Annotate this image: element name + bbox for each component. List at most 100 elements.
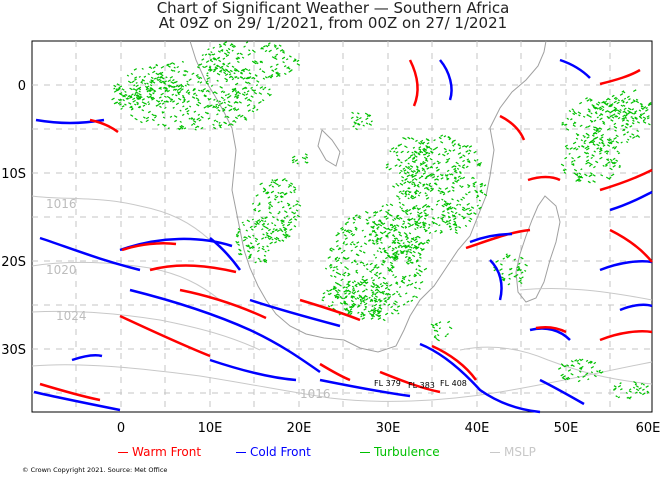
turbulence-mark (407, 197, 410, 200)
turbulence-mark (443, 203, 446, 206)
turbulence-mark (275, 182, 279, 186)
turbulence-mark (368, 216, 372, 219)
turbulence-mark (262, 245, 265, 248)
turbulence-mark (587, 378, 590, 381)
turbulence-mark (420, 175, 423, 178)
turbulence-mark (411, 175, 416, 179)
turbulence-mark (370, 313, 375, 317)
turbulence-mark (337, 232, 340, 235)
turbulence-mark (635, 385, 639, 388)
turbulence-mark (170, 69, 174, 72)
turbulence-mark (262, 77, 266, 80)
turbulence-mark (384, 286, 389, 290)
turbulence-mark (393, 308, 397, 312)
turbulence-mark (243, 86, 247, 90)
turbulence-mark (220, 90, 224, 93)
turbulence-mark (226, 64, 230, 68)
turbulence-mark (417, 264, 421, 268)
turbulence-mark (390, 270, 394, 273)
turbulence-mark (270, 73, 274, 77)
turbulence-mark (234, 92, 238, 96)
turbulence-mark (448, 219, 452, 222)
turbulence-mark (248, 254, 252, 258)
turbulence-mark (399, 244, 403, 247)
turbulence-mark (241, 69, 245, 73)
turbulence-mark (466, 158, 470, 161)
turbulence-mark (208, 66, 211, 69)
turbulence-mark (622, 100, 625, 103)
turbulence-mark (409, 154, 414, 157)
turbulence-mark (343, 300, 347, 303)
turbulence-mark (425, 241, 429, 244)
turbulence-mark (427, 239, 431, 242)
turbulence-mark (335, 233, 339, 237)
turbulence-mark (186, 109, 190, 113)
turbulence-mark (359, 249, 363, 253)
turbulence-mark (634, 391, 638, 394)
turbulence-mark (407, 162, 410, 165)
turbulence-mark (444, 335, 447, 338)
turbulence-mark (617, 112, 621, 115)
turbulence-mark (225, 69, 229, 72)
turbulence-mark (521, 276, 524, 279)
turbulence-mark (214, 91, 218, 95)
turbulence-mark (618, 164, 622, 167)
turbulence-mark (597, 127, 601, 130)
turbulence-mark (562, 375, 566, 378)
turbulence-mark (613, 136, 617, 140)
turbulence-mark (351, 233, 356, 237)
turbulence-mark (207, 90, 210, 93)
turbulence-mark (330, 274, 333, 278)
turbulence-mark (113, 87, 116, 90)
turbulence-mark (231, 49, 234, 52)
turbulence-mark (373, 266, 376, 269)
turbulence-mark (416, 226, 419, 229)
turbulence-mark (424, 222, 427, 225)
turbulence-mark (267, 75, 271, 78)
turbulence-mark (561, 121, 564, 124)
turbulence-mark (391, 225, 395, 229)
turbulence-mark (216, 99, 219, 103)
turbulence-mark (453, 170, 458, 174)
turbulence-mark (219, 126, 222, 129)
turbulence-mark (374, 263, 378, 267)
turbulence-mark (450, 173, 454, 176)
turbulence-mark (138, 75, 141, 78)
turbulence-mark (379, 223, 383, 227)
turbulence-mark (399, 216, 403, 220)
turbulence-mark (141, 98, 145, 101)
turbulence-mark (577, 379, 581, 383)
turbulence-mark (227, 51, 231, 54)
turbulence-mark (578, 172, 582, 175)
turbulence-mark (152, 92, 155, 95)
turbulence-mark (257, 203, 261, 207)
turbulence-mark (264, 236, 267, 239)
turbulence-mark (336, 244, 339, 248)
turbulence-mark (204, 65, 208, 69)
turbulence-mark (347, 272, 351, 276)
turbulence-mark (594, 111, 598, 114)
turbulence-mark (286, 66, 290, 69)
turbulence-mark (125, 93, 128, 97)
turbulence-mark (382, 222, 386, 226)
turbulence-mark (202, 87, 206, 91)
turbulence-mark (431, 217, 436, 220)
turbulence-mark (576, 359, 580, 363)
turbulence-mark (406, 150, 410, 154)
turbulence-mark (284, 230, 288, 234)
turbulence-mark (342, 231, 345, 234)
turbulence-mark (578, 114, 581, 117)
turbulence-mark (557, 367, 562, 370)
turbulence-mark (342, 286, 346, 289)
turbulence-mark (286, 223, 291, 227)
turbulence-mark (474, 189, 478, 193)
turbulence-mark (262, 88, 265, 91)
turbulence-mark (264, 49, 268, 53)
turbulence-mark (218, 43, 222, 46)
turbulence-mark (423, 228, 428, 232)
turbulence-mark (385, 203, 389, 207)
turbulence-mark (579, 366, 583, 370)
turbulence-mark (426, 142, 430, 145)
turbulence-mark (401, 275, 406, 279)
turbulence-mark (609, 167, 613, 171)
